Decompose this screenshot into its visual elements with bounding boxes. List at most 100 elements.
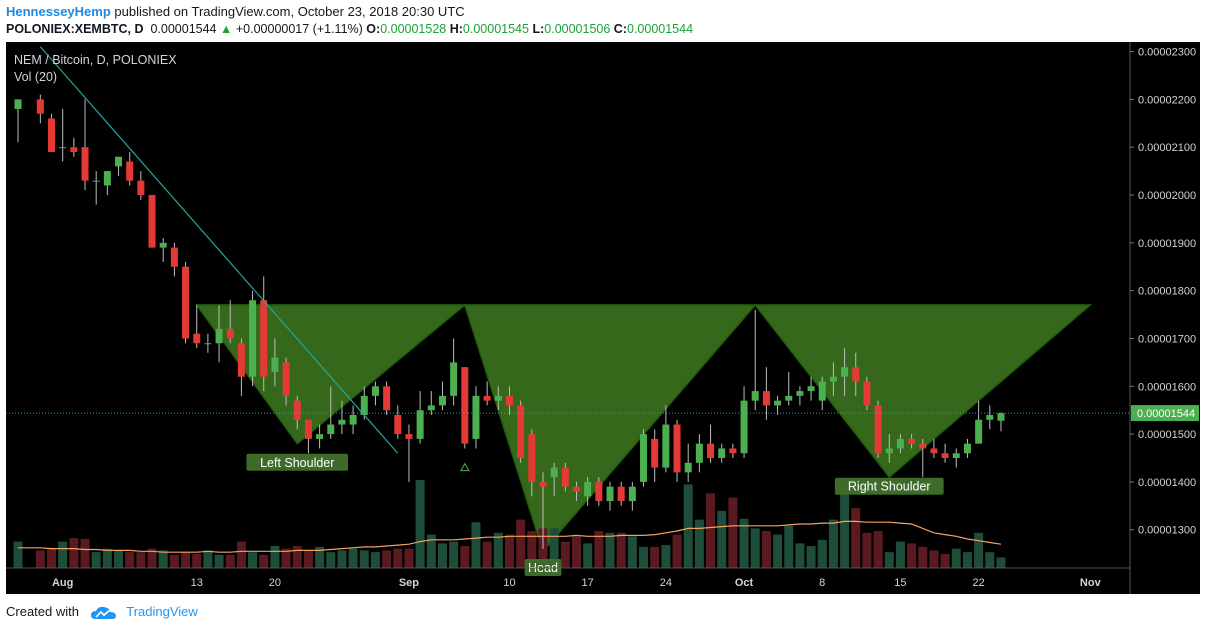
candle	[595, 477, 603, 506]
volume-bar	[35, 550, 45, 568]
y-axis[interactable]: 0.00001300 0.00001400 0.00001500 0.00001600…	[1130, 47, 1199, 537]
candle-body	[148, 195, 156, 248]
volume-bar	[292, 546, 302, 568]
y-tick-label: 0.00001600	[1138, 381, 1196, 393]
x-axis[interactable]: Aug 13 20 Sep 10 17 24 Oct 8 15 22 Nov	[52, 577, 1102, 589]
candle-body	[829, 376, 837, 382]
candle	[617, 481, 625, 506]
volume-bar	[516, 519, 526, 568]
candle	[59, 108, 67, 162]
candle-body	[673, 424, 681, 473]
open-label: O:	[366, 22, 381, 36]
candle	[729, 443, 737, 459]
candle-body	[539, 481, 547, 487]
candle	[863, 376, 871, 411]
x-tick-label: Oct	[735, 577, 754, 589]
candle-body	[852, 367, 860, 382]
candle	[371, 381, 379, 406]
y-tick-label: 0.00001900	[1138, 238, 1196, 250]
y-tick-label: 0.00002000	[1138, 190, 1196, 202]
candle-body	[204, 343, 212, 345]
volume-bar	[951, 548, 961, 568]
legend-indicator: Vol (20)	[14, 70, 57, 84]
candle	[115, 156, 123, 176]
x-tick-label: 17	[582, 577, 594, 589]
candle-body	[126, 161, 134, 181]
candle	[561, 462, 569, 492]
volume-bar	[415, 480, 425, 568]
symbol: POLONIEX:XEMBTC, D	[6, 22, 144, 36]
candle-body	[14, 99, 22, 109]
candle-body	[919, 443, 927, 449]
volume-bar	[393, 548, 403, 568]
volume-bar	[784, 525, 794, 568]
candle-body	[304, 419, 312, 439]
candle-body	[360, 395, 368, 415]
volume-bar	[80, 538, 90, 568]
candle	[885, 434, 893, 463]
candle-body	[986, 414, 994, 420]
volume-bar	[214, 554, 224, 568]
candle-body	[573, 486, 580, 492]
volume-bar	[236, 541, 246, 568]
candle	[316, 424, 324, 449]
candle	[908, 434, 916, 449]
candle-body	[271, 357, 279, 372]
y-tick-label: 0.00001800	[1138, 286, 1196, 298]
candle-body	[383, 386, 391, 411]
volume-bar	[69, 538, 79, 568]
x-tick-label: 10	[503, 577, 515, 589]
x-tick-label: 22	[972, 577, 984, 589]
candle	[740, 386, 748, 459]
symbol-ohlc-line: POLONIEX:XEMBTC, D 0.00001544 ▲ +0.00000…	[6, 22, 693, 36]
volume-ma-line	[18, 520, 1002, 553]
candle	[919, 438, 927, 478]
volume-bar	[717, 510, 727, 568]
candle-body	[707, 443, 715, 459]
candle	[103, 171, 111, 196]
y-tick-label: 0.00001500	[1138, 429, 1196, 441]
volume-bar	[940, 553, 950, 568]
publisher-name[interactable]: HennesseyHemp	[6, 4, 111, 19]
candle-body	[394, 414, 402, 435]
candle-body	[863, 381, 871, 406]
candle-body	[92, 180, 100, 182]
candle	[684, 443, 692, 482]
candle	[394, 405, 402, 439]
candle	[461, 367, 469, 449]
volume-bar	[147, 548, 157, 568]
candle	[695, 434, 703, 473]
tradingview-link[interactable]: TradingView	[126, 604, 198, 619]
candle-body	[260, 300, 268, 377]
candle-body	[785, 395, 793, 401]
open-value: 0.00001528	[380, 22, 447, 36]
candle-body	[237, 343, 245, 377]
candle-body	[517, 405, 525, 459]
candle-body	[282, 362, 290, 396]
volume-bar	[873, 531, 883, 568]
candle	[762, 367, 770, 420]
candle-body	[718, 448, 726, 459]
publish-line: HennesseyHemp published on TradingView.c…	[6, 4, 465, 19]
published-text: published on TradingView.com, October 23…	[110, 4, 465, 19]
candle	[427, 391, 435, 415]
annotation-box	[834, 477, 944, 495]
candle-body	[215, 328, 223, 344]
volume-bar	[359, 550, 369, 568]
candle-body	[461, 367, 469, 444]
volume-bar	[326, 552, 336, 568]
candle	[405, 424, 413, 482]
volume-bar	[728, 497, 738, 568]
candle	[226, 300, 234, 344]
y-tick-label: 0.00001400	[1138, 477, 1196, 489]
volume-bar	[661, 545, 671, 568]
tradingview-cloud-icon[interactable]	[90, 606, 117, 620]
candle-body	[908, 438, 916, 444]
volume-bar	[572, 536, 581, 568]
candle-body	[640, 434, 648, 482]
candle	[874, 400, 882, 459]
volume-bar	[493, 532, 503, 568]
candle-body	[762, 391, 770, 406]
candle	[952, 448, 960, 468]
